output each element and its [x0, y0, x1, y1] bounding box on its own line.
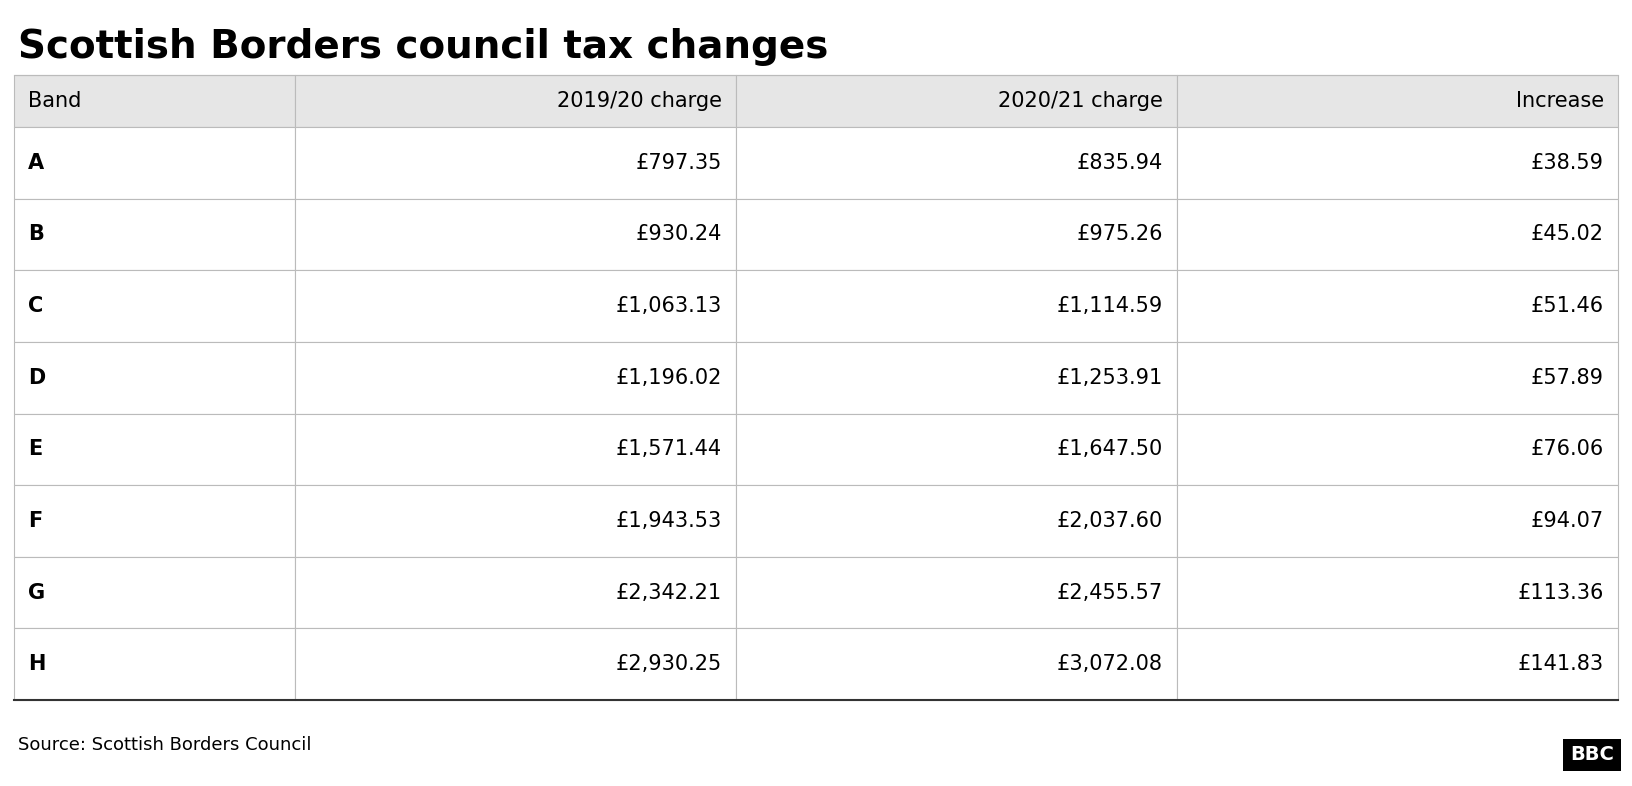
Text: £94.07: £94.07 — [1531, 511, 1604, 531]
Bar — [736, 413, 1177, 485]
Text: F: F — [28, 511, 42, 531]
Bar — [295, 270, 736, 342]
Text: £51.46: £51.46 — [1531, 296, 1604, 316]
Text: £3,072.08: £3,072.08 — [1058, 654, 1164, 674]
Bar — [15, 413, 295, 485]
Text: £57.89: £57.89 — [1531, 368, 1604, 387]
Text: £797.35: £797.35 — [635, 152, 721, 173]
Text: £38.59: £38.59 — [1531, 152, 1604, 173]
Text: B: B — [28, 225, 44, 244]
Text: A: A — [28, 152, 44, 173]
Text: C: C — [28, 296, 44, 316]
Text: £113.36: £113.36 — [1518, 582, 1604, 603]
Text: £1,063.13: £1,063.13 — [615, 296, 721, 316]
Bar — [15, 270, 295, 342]
Bar — [295, 199, 736, 270]
Bar — [736, 270, 1177, 342]
Bar — [15, 485, 295, 556]
Text: H: H — [28, 654, 46, 674]
Bar — [1177, 75, 1617, 127]
Text: Scottish Borders council tax changes: Scottish Borders council tax changes — [18, 28, 829, 66]
Text: G: G — [28, 582, 46, 603]
Bar — [15, 628, 295, 700]
Bar — [736, 485, 1177, 556]
Bar — [15, 342, 295, 413]
Text: Increase: Increase — [1516, 91, 1604, 111]
Text: £1,196.02: £1,196.02 — [615, 368, 721, 387]
Bar — [736, 199, 1177, 270]
Bar — [1177, 342, 1617, 413]
Text: £2,342.21: £2,342.21 — [615, 582, 721, 603]
Bar — [1177, 628, 1617, 700]
Bar — [295, 342, 736, 413]
Text: £2,930.25: £2,930.25 — [615, 654, 721, 674]
Bar — [15, 75, 295, 127]
Bar — [1177, 199, 1617, 270]
Text: BBC: BBC — [1570, 745, 1614, 765]
Text: £1,114.59: £1,114.59 — [1056, 296, 1164, 316]
Bar — [295, 485, 736, 556]
Text: 2020/21 charge: 2020/21 charge — [999, 91, 1164, 111]
Text: £1,253.91: £1,253.91 — [1056, 368, 1164, 387]
Bar — [736, 127, 1177, 199]
Bar — [736, 75, 1177, 127]
Bar — [1177, 127, 1617, 199]
Text: £76.06: £76.06 — [1531, 439, 1604, 459]
Bar — [736, 342, 1177, 413]
Text: £1,647.50: £1,647.50 — [1056, 439, 1164, 459]
Bar — [15, 199, 295, 270]
Bar — [1177, 556, 1617, 628]
Bar — [736, 628, 1177, 700]
Bar — [1177, 270, 1617, 342]
Text: £141.83: £141.83 — [1518, 654, 1604, 674]
Bar — [295, 127, 736, 199]
Bar — [295, 413, 736, 485]
Text: £2,037.60: £2,037.60 — [1056, 511, 1164, 531]
Text: £930.24: £930.24 — [635, 225, 721, 244]
Bar — [295, 75, 736, 127]
Bar — [295, 628, 736, 700]
Text: £1,571.44: £1,571.44 — [615, 439, 721, 459]
Text: £835.94: £835.94 — [1077, 152, 1164, 173]
Bar — [1177, 485, 1617, 556]
Text: Band: Band — [28, 91, 82, 111]
Text: £975.26: £975.26 — [1077, 225, 1164, 244]
Text: D: D — [28, 368, 46, 387]
Text: £1,943.53: £1,943.53 — [615, 511, 721, 531]
Bar — [295, 556, 736, 628]
Text: E: E — [28, 439, 42, 459]
Bar — [15, 127, 295, 199]
Bar — [15, 556, 295, 628]
Bar — [1177, 413, 1617, 485]
Text: £45.02: £45.02 — [1531, 225, 1604, 244]
Text: 2019/20 charge: 2019/20 charge — [557, 91, 721, 111]
Text: £2,455.57: £2,455.57 — [1058, 582, 1164, 603]
Text: Source: Scottish Borders Council: Source: Scottish Borders Council — [18, 736, 312, 754]
Bar — [736, 556, 1177, 628]
